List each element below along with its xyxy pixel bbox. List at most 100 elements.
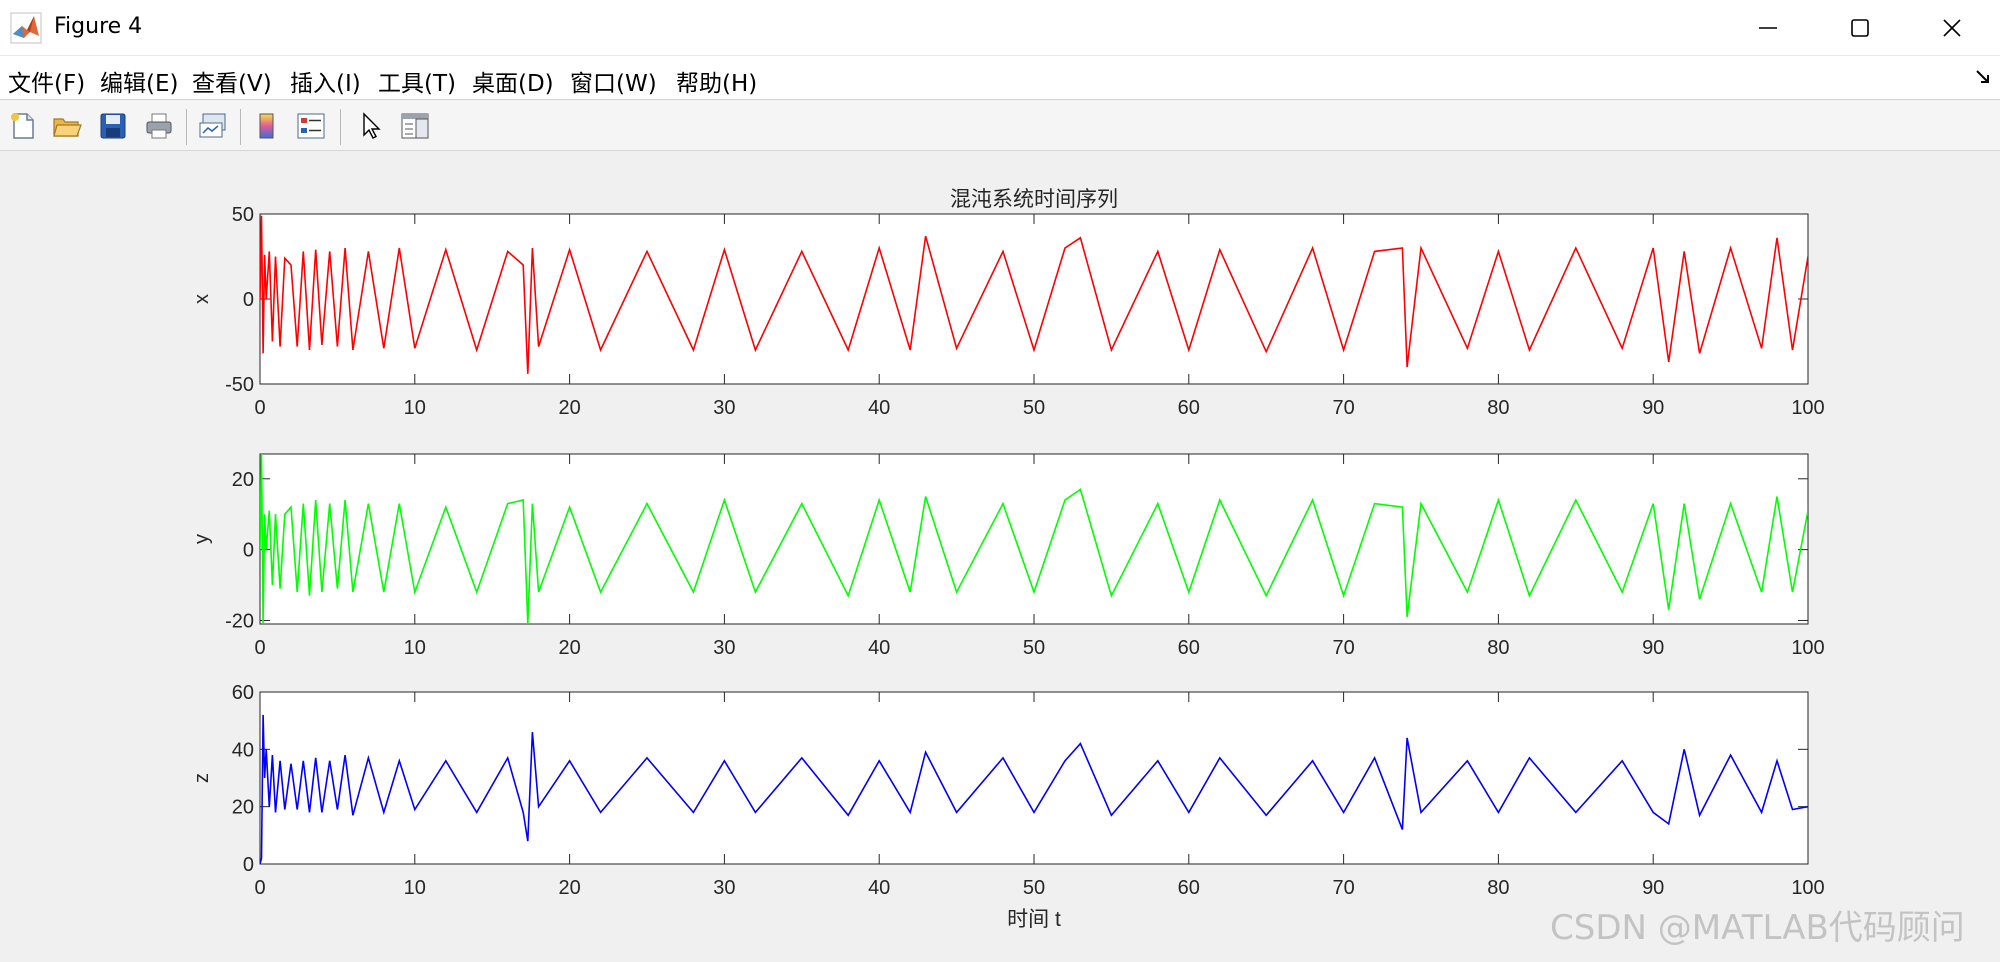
y-tick-label: -50 (225, 374, 254, 396)
close-button[interactable] (1906, 0, 1998, 56)
y-tick-label: 40 (232, 739, 254, 761)
save-icon (100, 113, 126, 139)
toolbar-separator (186, 109, 187, 145)
y-tick-label: 0 (243, 854, 254, 876)
x-tick-label: 20 (558, 877, 580, 899)
link-plot-button[interactable] (194, 107, 232, 145)
x-tick-label: 60 (1178, 877, 1200, 899)
figure-canvas: 0 10 20 30 40 50 60 70 80 90 100 -50 0 50 x 混沌系统时间序列 0 10… (0, 152, 2000, 958)
y-tick-label: 0 (243, 289, 254, 311)
minimize-button[interactable] (1722, 0, 1814, 56)
colorbar-icon (259, 113, 274, 139)
maximize-icon (1851, 19, 1869, 37)
x-tick-label: 10 (404, 397, 426, 419)
x-tick-label: 10 (404, 637, 426, 659)
property-editor-icon (401, 113, 429, 139)
series-line-z (260, 714, 1808, 864)
menu-edit[interactable]: 编辑(E) (100, 71, 179, 97)
toolbar (0, 101, 2000, 151)
y-axis-label: z (191, 773, 213, 783)
menu-help[interactable]: 帮助(H) (676, 71, 758, 97)
x-tick-label: 70 (1332, 397, 1354, 419)
axes-box (259, 691, 1809, 865)
new-figure-icon (11, 113, 34, 139)
x-tick-label: 0 (254, 637, 265, 659)
x-tick-label: 0 (254, 397, 265, 419)
x-tick-label: 90 (1642, 877, 1664, 899)
x-tick-label: 90 (1642, 397, 1664, 419)
legend-button[interactable] (292, 107, 330, 145)
link-plot-icon (199, 113, 226, 138)
x-axis-label: 时间 t (1007, 908, 1061, 931)
minimize-icon (1759, 27, 1777, 29)
new-figure-button[interactable] (4, 107, 42, 145)
window-title: Figure 4 (54, 14, 143, 39)
x-tick-label: 20 (558, 397, 580, 419)
y-axis-label: x (191, 294, 213, 304)
x-tick-label: 70 (1332, 637, 1354, 659)
legend-icon (297, 113, 325, 139)
matlab-logo-icon (10, 12, 42, 44)
x-tick-label: 60 (1178, 397, 1200, 419)
y-tick-label: 60 (232, 682, 254, 704)
y-tick-label: -20 (225, 610, 254, 632)
property-editor-button[interactable] (396, 107, 434, 145)
colorbar-button[interactable] (248, 107, 286, 145)
axes-3: 0 10 20 30 40 50 60 70 80 90 100 0 20 40 60 z 时间 t (191, 682, 1825, 931)
x-tick-label: 100 (1791, 637, 1824, 659)
axes-box (259, 213, 1809, 385)
open-file-button[interactable] (48, 107, 86, 145)
y-tick-label: 20 (232, 469, 254, 491)
open-file-icon (53, 118, 82, 137)
close-icon (1943, 19, 1961, 37)
x-tick-label: 100 (1791, 397, 1824, 419)
x-tick-label: 100 (1791, 877, 1824, 899)
x-tick-label: 50 (1023, 397, 1045, 419)
axes-box (259, 453, 1809, 625)
toolbar-separator (340, 109, 341, 145)
menu-view[interactable]: 查看(V) (192, 71, 272, 97)
x-tick-label: 30 (713, 877, 735, 899)
x-tick-label: 80 (1487, 397, 1509, 419)
pointer-button[interactable] (352, 107, 390, 145)
print-icon (146, 113, 172, 139)
x-tick-label: 40 (868, 877, 890, 899)
x-tick-label: 80 (1487, 637, 1509, 659)
x-tick-label: 30 (713, 397, 735, 419)
menu-file[interactable]: 文件(F) (8, 71, 86, 97)
menu-tools[interactable]: 工具(T) (378, 71, 456, 97)
x-tick-label: 60 (1178, 637, 1200, 659)
menu-bar: 文件(F) 编辑(E) 查看(V) 插入(I) 工具(T) 桌面(D) 窗口(W… (0, 56, 2000, 100)
y-tick-label: 20 (232, 797, 254, 819)
x-tick-label: 10 (404, 877, 426, 899)
x-tick-label: 50 (1023, 637, 1045, 659)
menu-insert[interactable]: 插入(I) (290, 71, 361, 97)
x-tick-label: 20 (558, 637, 580, 659)
x-tick-label: 30 (713, 637, 735, 659)
x-tick-label: 90 (1642, 637, 1664, 659)
title-bar: Figure 4 (0, 0, 2000, 56)
toolbar-separator (240, 109, 241, 145)
x-tick-label: 80 (1487, 877, 1509, 899)
print-button[interactable] (140, 107, 178, 145)
watermark: CSDN @MATLAB代码顾问 (1550, 908, 1965, 948)
menu-desktop[interactable]: 桌面(D) (472, 71, 554, 97)
x-tick-label: 0 (254, 877, 265, 899)
menu-window[interactable]: 窗口(W) (570, 71, 657, 97)
series-line-x (260, 215, 1808, 374)
save-button[interactable] (94, 107, 132, 145)
y-tick-label: 0 (243, 540, 254, 562)
series-line-y (260, 454, 1808, 624)
chart-title: 混沌系统时间序列 (950, 188, 1118, 211)
y-tick-label: 50 (232, 204, 254, 226)
x-tick-label: 50 (1023, 877, 1045, 899)
maximize-button[interactable] (1814, 0, 1906, 56)
y-axis-label: y (191, 534, 213, 544)
dock-arrow-icon[interactable] (1974, 68, 1992, 86)
x-tick-label: 40 (868, 637, 890, 659)
pointer-icon (363, 112, 381, 139)
